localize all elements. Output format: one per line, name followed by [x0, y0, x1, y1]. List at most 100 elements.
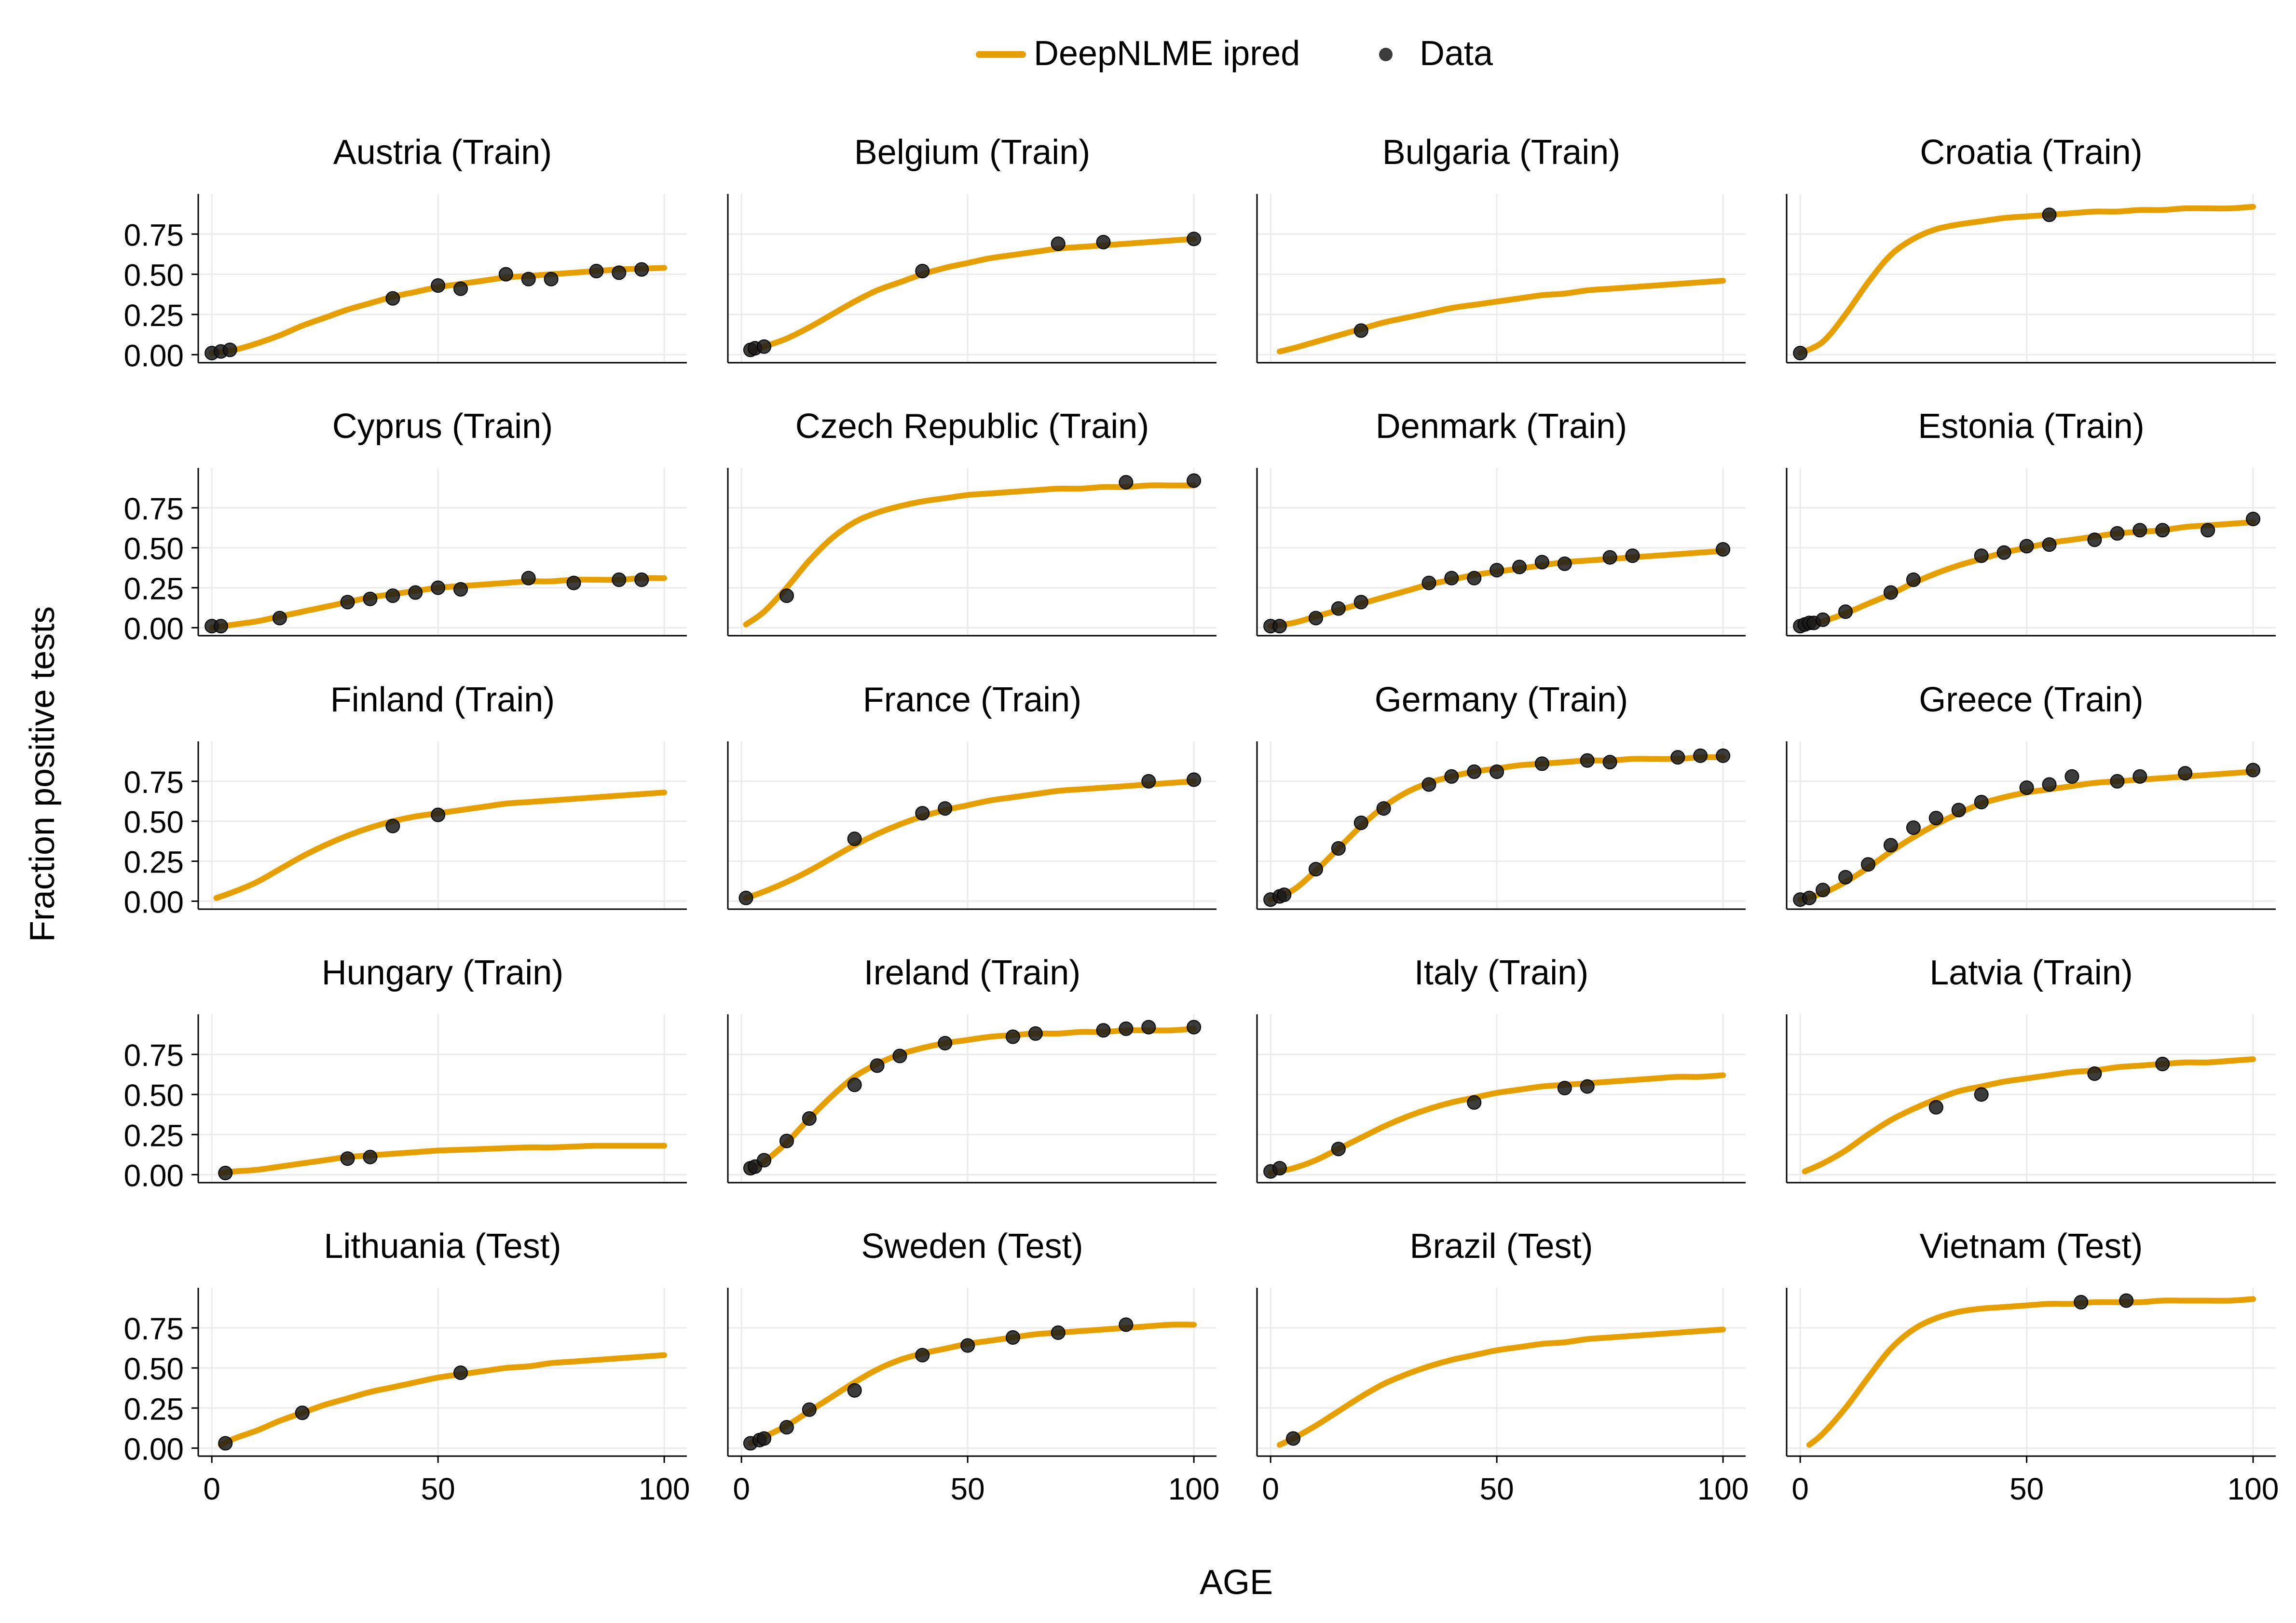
panel-title: Ireland (Train)	[864, 954, 1080, 992]
data-point	[1331, 1142, 1346, 1157]
x-tick-label: 100	[1168, 1472, 1220, 1506]
data-point	[1272, 1161, 1287, 1176]
panel: Denmark (Train)	[1256, 407, 1746, 637]
data-point	[1286, 1431, 1301, 1446]
data-point	[218, 1166, 233, 1181]
data-point	[2019, 780, 2034, 795]
data-point	[1693, 748, 1708, 763]
data-point	[385, 588, 400, 603]
panel: Bulgaria (Train)	[1256, 133, 1746, 364]
data-point	[1467, 571, 1482, 586]
data-point	[1602, 550, 1617, 565]
panel-title: Latvia (Train)	[1929, 954, 2132, 992]
x-tick-label: 0	[1262, 1472, 1279, 1506]
ipred-curve	[218, 1352, 668, 1448]
data-point	[431, 580, 446, 595]
x-tick-label: 100	[1697, 1472, 1749, 1506]
data-point	[1534, 756, 1549, 771]
data-point	[1534, 555, 1549, 570]
y-tick-label: 0.00	[123, 885, 184, 919]
panel: Czech Republic (Train)	[727, 407, 1216, 637]
data-point	[453, 582, 468, 597]
data-point	[2074, 1295, 2089, 1309]
data-point	[1376, 801, 1391, 816]
y-tick-label: 0.75	[123, 218, 184, 252]
data-point	[1141, 1020, 1156, 1035]
data-point	[779, 1420, 794, 1435]
y-tick-label: 0.75	[123, 491, 184, 526]
data-point	[1883, 838, 1898, 853]
data-point	[385, 818, 400, 833]
data-point	[1793, 346, 1808, 360]
y-tick-label: 0.75	[123, 1038, 184, 1073]
ipred-curve	[1276, 1326, 1726, 1448]
y-tick-label: 0.50	[123, 1351, 184, 1386]
data-point	[1716, 748, 1731, 763]
x-tick-label: 0	[1791, 1472, 1809, 1506]
panel-title: Bulgaria (Train)	[1382, 133, 1621, 172]
data-point	[2119, 1293, 2134, 1308]
data-point	[1141, 774, 1156, 789]
y-tick-label: 0.00	[123, 338, 184, 373]
data-point	[1421, 777, 1436, 792]
data-point	[2042, 207, 2057, 222]
data-point	[1906, 573, 1921, 587]
data-point	[892, 1049, 907, 1064]
data-point	[1816, 883, 1831, 898]
data-point	[1951, 803, 1966, 818]
panel-title: Greece (Train)	[1919, 681, 2143, 719]
data-point	[2087, 1066, 2102, 1081]
data-point	[738, 890, 753, 905]
data-point	[1670, 750, 1685, 765]
data-point	[2087, 532, 2102, 547]
panel: Brazil (Test) 0 50 100	[1256, 1227, 1749, 1506]
panel: Italy (Train)	[1256, 954, 1746, 1184]
data-point	[2110, 526, 2125, 541]
panel-title: Germany (Train)	[1375, 681, 1628, 719]
y-tick-label: 0.50	[123, 805, 184, 840]
data-point	[363, 1149, 378, 1164]
data-point	[2132, 523, 2147, 538]
panel: Croatia (Train)	[1786, 133, 2276, 364]
panel-title: Denmark (Train)	[1376, 407, 1627, 446]
data-point	[938, 1036, 953, 1050]
data-point	[1308, 862, 1323, 877]
x-tick-label: 0	[733, 1472, 750, 1506]
ipred-curve	[743, 778, 1197, 901]
legend-point-label: Data	[1420, 34, 1493, 73]
data-point	[1580, 753, 1595, 768]
ipred-curve	[1276, 278, 1726, 355]
data-point	[1906, 820, 1921, 835]
data-point	[870, 1058, 885, 1073]
panel-title: Belgium (Train)	[854, 133, 1090, 172]
data-point	[1816, 612, 1831, 627]
data-point	[1716, 542, 1731, 557]
data-point	[2200, 523, 2215, 538]
data-point	[1444, 571, 1459, 586]
data-point	[2064, 769, 2079, 784]
data-point	[2110, 774, 2125, 789]
data-point	[634, 262, 649, 277]
data-point	[1272, 619, 1287, 634]
data-point	[612, 573, 627, 587]
data-point	[1119, 1021, 1134, 1036]
data-point	[1974, 548, 1989, 563]
data-point	[2042, 777, 2057, 792]
data-point	[1580, 1079, 1595, 1094]
panel: Ireland (Train)	[727, 954, 1216, 1184]
data-point	[1838, 604, 1853, 619]
data-point	[1490, 764, 1504, 779]
data-point	[521, 571, 536, 586]
data-point	[2019, 539, 2034, 554]
data-point	[779, 588, 794, 603]
ipred-curve	[1802, 1056, 2256, 1174]
data-point	[1277, 887, 1292, 902]
ipred-curve	[1806, 1296, 2256, 1448]
data-point	[1187, 473, 1202, 488]
data-point	[1974, 794, 1989, 809]
data-point	[847, 1077, 862, 1092]
panel-title: Czech Republic (Train)	[795, 407, 1149, 446]
data-point	[634, 573, 649, 587]
data-point	[1557, 1080, 1572, 1095]
